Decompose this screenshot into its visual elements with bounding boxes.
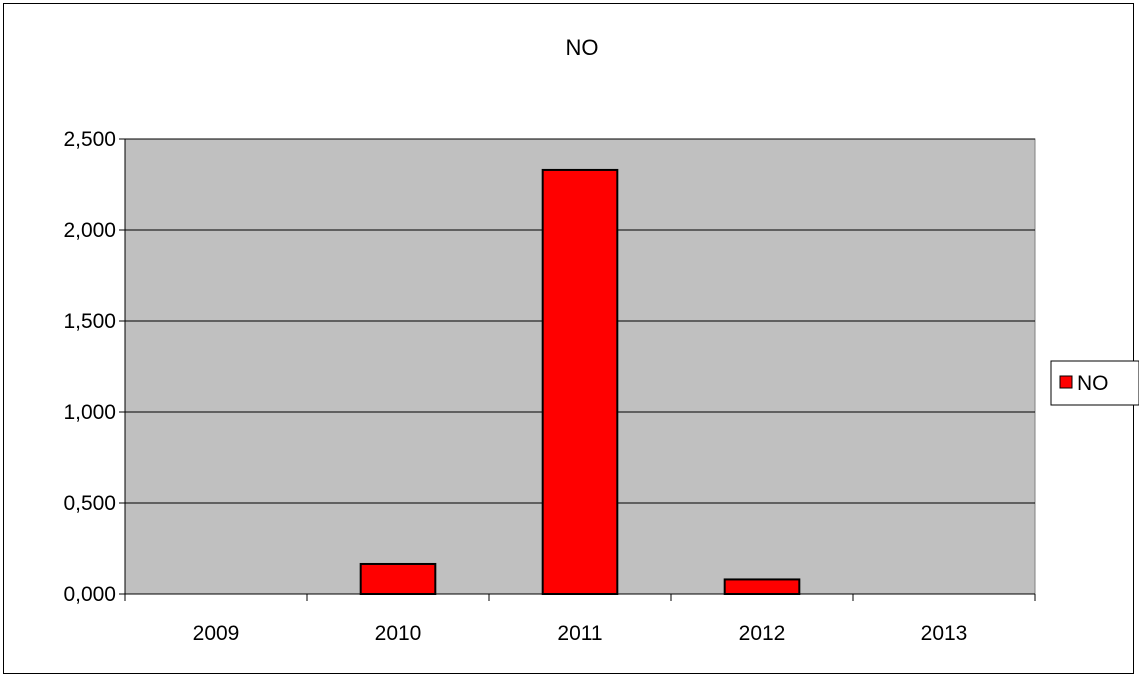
x-tick-label-2013: 2013 — [921, 622, 968, 645]
legend: NO — [1050, 360, 1139, 406]
x-tick-label-2010: 2010 — [375, 622, 422, 645]
y-axis-ticks: 0,000 0,500 1,000 1,500 2,000 2,500 — [63, 128, 125, 606]
x-tick-label-2009: 2009 — [193, 622, 240, 645]
y-tick-label: 2,000 — [63, 219, 116, 242]
legend-label: NO — [1077, 372, 1109, 395]
y-tick-label: 1,500 — [63, 310, 116, 333]
y-tick-label: 0,500 — [63, 492, 116, 515]
bar-2011 — [541, 168, 619, 595]
bar-2010 — [359, 562, 437, 595]
legend-swatch — [1059, 375, 1073, 389]
bar-2012 — [723, 578, 801, 596]
bars — [359, 168, 801, 596]
y-tick-label: 0,000 — [63, 583, 116, 606]
chart-title: NO — [566, 35, 599, 60]
y-tick-label: 1,000 — [63, 401, 116, 424]
x-tick-label-2011: 2011 — [557, 622, 602, 645]
x-tick-label-2012: 2012 — [739, 622, 786, 645]
x-axis-ticks: 2009 2010 2011 2012 2013 — [124, 594, 1036, 645]
y-tick-label: 2,500 — [63, 128, 116, 151]
axes — [124, 139, 1035, 595]
